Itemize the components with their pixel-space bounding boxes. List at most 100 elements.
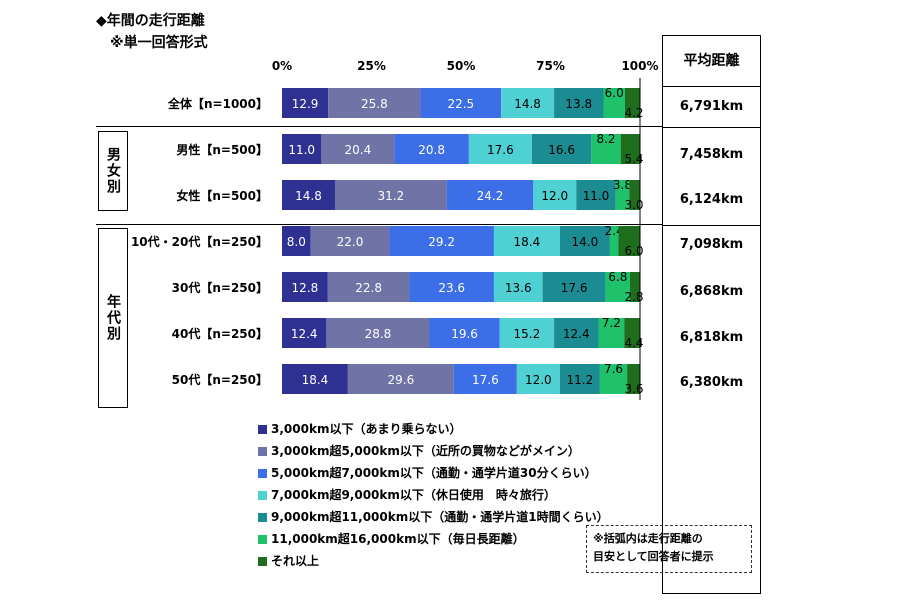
data-label: 23.6 xyxy=(438,281,465,295)
bar-segment xyxy=(554,318,599,348)
category-label: 30代【n=250】 xyxy=(172,280,268,295)
bar-segment xyxy=(282,226,311,256)
data-label: 3.6 xyxy=(624,382,643,396)
x-tick-label: 50% xyxy=(447,59,476,73)
group-separator xyxy=(96,126,662,127)
bar-segment xyxy=(624,88,640,118)
average-value: 6,380km xyxy=(679,375,744,390)
group-label-gender-text: 男女別 xyxy=(105,147,121,195)
bar-segment xyxy=(282,364,348,394)
bar-segment xyxy=(389,226,494,256)
bar-segment xyxy=(598,318,625,348)
data-label: 12.0 xyxy=(541,189,568,203)
bar-segment xyxy=(326,318,430,348)
legend-label: 7,000km超9,000km以下（休日使用 時々旅行） xyxy=(271,488,556,502)
bar-segment xyxy=(493,272,543,302)
bar-segment xyxy=(328,88,421,118)
bar-segment xyxy=(576,180,616,210)
chart-title: ◆年間の走行距離 xyxy=(96,13,205,29)
legend-item: 11,000km超16,000km以下（毎日長距離） xyxy=(258,528,609,550)
legend-label: それ以上 xyxy=(271,554,320,568)
note-line: ※括弧内は走行距離の xyxy=(593,532,703,545)
data-label: 17.6 xyxy=(487,143,514,157)
legend-item: 3,000km超5,000km以下（近所の買物などがメイン） xyxy=(258,440,609,462)
data-label: 7.2 xyxy=(602,316,621,330)
bar-segment xyxy=(599,364,628,394)
legend-label: 9,000km超11,000km以下（通勤・通学片道1時間くらい） xyxy=(271,510,609,524)
data-label: 6.0 xyxy=(605,86,624,100)
bar-segment xyxy=(629,180,640,210)
data-label: 8.2 xyxy=(596,132,615,146)
legend-item: 7,000km超9,000km以下（休日使用 時々旅行） xyxy=(258,484,609,506)
data-label: 6.0 xyxy=(624,244,643,258)
data-label: 17.6 xyxy=(561,281,588,295)
data-label: 14.8 xyxy=(514,97,541,111)
bar-segment xyxy=(559,364,600,394)
data-label: 11.0 xyxy=(288,143,315,157)
data-label: 15.2 xyxy=(514,327,541,341)
bar-segment xyxy=(554,88,604,118)
legend-item: それ以上 xyxy=(258,550,609,572)
bar-segment xyxy=(282,318,327,348)
data-label: 25.8 xyxy=(361,97,388,111)
x-tick-label: 75% xyxy=(536,59,565,73)
data-label: 22.8 xyxy=(355,281,382,295)
bar-segment xyxy=(394,134,469,164)
legend-item: 3,000km以下（あまり乗らない） xyxy=(258,418,609,440)
bar-segment xyxy=(591,134,621,164)
bar-segment xyxy=(321,134,395,164)
bar-segment xyxy=(347,364,454,394)
legend-swatch xyxy=(258,446,267,456)
legend-label: 3,000km超5,000km以下（近所の買物などがメイン） xyxy=(271,444,580,458)
average-distance-header: 平均距離 xyxy=(683,53,740,69)
bar-segment xyxy=(620,134,640,164)
bar-segment xyxy=(409,272,494,302)
bar-segment xyxy=(446,180,534,210)
data-label: 5.4 xyxy=(624,152,643,166)
note-line: 目安として回答者に提示 xyxy=(593,550,714,563)
bar-segment xyxy=(627,364,640,394)
category-label: 全体【n=1000】 xyxy=(167,96,268,111)
bar-segment xyxy=(429,318,500,348)
data-label: 24.2 xyxy=(477,189,504,203)
data-label: 8.0 xyxy=(287,235,306,249)
bar-segment xyxy=(629,272,640,302)
bar-segment xyxy=(453,364,517,394)
legend-item: 9,000km超11,000km以下（通勤・通学片道1時間くらい） xyxy=(258,506,609,528)
data-label: 3.0 xyxy=(624,198,643,212)
bar-segment xyxy=(420,88,502,118)
bar-segment xyxy=(615,180,630,210)
bar-segment xyxy=(531,134,592,164)
bar-segment xyxy=(533,180,577,210)
legend-swatch xyxy=(258,512,267,522)
data-label: 13.6 xyxy=(505,281,532,295)
legend-item: 5,000km超7,000km以下（通勤・通学片道30分くらい） xyxy=(258,462,609,484)
data-label: 18.4 xyxy=(514,235,541,249)
data-label: 29.6 xyxy=(387,373,414,387)
legend-swatch xyxy=(258,490,267,500)
bar-segment xyxy=(618,226,640,256)
data-label: 3.8 xyxy=(613,178,632,192)
category-label: 40代【n=250】 xyxy=(172,326,268,341)
data-label: 20.8 xyxy=(418,143,445,157)
data-label: 28.8 xyxy=(365,327,392,341)
data-label: 31.2 xyxy=(377,189,404,203)
data-label: 20.4 xyxy=(345,143,372,157)
group-label-age: 年代別 xyxy=(98,228,128,408)
bar-segment xyxy=(282,134,322,164)
data-label: 11.0 xyxy=(583,189,610,203)
legend-swatch xyxy=(258,556,267,566)
data-label: 12.4 xyxy=(291,327,318,341)
average-value: 6,868km xyxy=(679,284,744,299)
legend-swatch xyxy=(258,534,267,544)
divider xyxy=(663,86,760,87)
bar-segment xyxy=(605,272,630,302)
data-label: 18.4 xyxy=(302,373,329,387)
average-value: 6,791km xyxy=(679,99,744,114)
group-separator xyxy=(96,224,662,225)
average-value: 6,818km xyxy=(679,330,744,345)
data-label: 14.8 xyxy=(295,189,322,203)
bar-segment xyxy=(609,226,619,256)
divider xyxy=(663,127,760,128)
